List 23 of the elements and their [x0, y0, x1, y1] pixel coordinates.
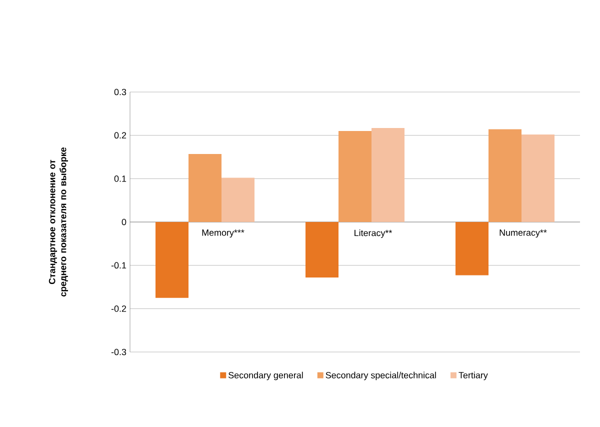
bar — [372, 128, 405, 222]
y-tick-label: 0.2 — [114, 132, 126, 139]
legend-label: Secondary general — [228, 372, 303, 380]
bar — [188, 154, 222, 222]
bar — [522, 134, 555, 222]
x-tick-label: Numeracy** — [500, 230, 547, 238]
y-tick-label: 0 — [122, 218, 126, 226]
x-tick-label: Memory*** — [202, 230, 244, 238]
y-tick-label: -0.2 — [111, 305, 126, 312]
y-tick-label: 0.3 — [114, 88, 126, 96]
y-tick-label: 0.1 — [114, 175, 126, 182]
y-tick-label: -0.1 — [111, 262, 126, 269]
bar — [338, 131, 372, 222]
bar — [306, 222, 339, 278]
x-tick-label: Literacy** — [354, 230, 392, 238]
bar — [222, 178, 255, 222]
y-tick-label: -0.3 — [111, 348, 126, 356]
bar — [156, 222, 189, 298]
bar — [456, 222, 489, 276]
y-axis-title: Стандартное отклонение от среднего показателя по выборке — [48, 147, 68, 297]
bar — [488, 129, 522, 222]
legend-label: Tertiary — [458, 372, 488, 380]
legend-label: Secondary special/technical — [326, 372, 436, 380]
